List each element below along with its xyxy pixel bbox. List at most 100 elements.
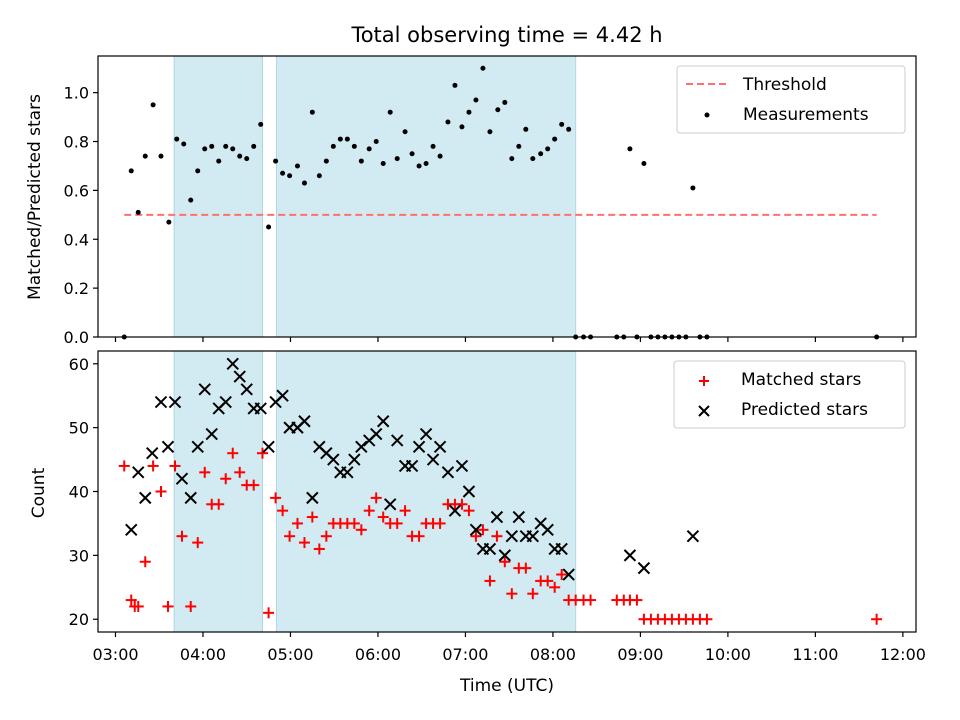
top-y-axis-label: Matched/Predicted stars [25, 94, 45, 300]
measurement-point-59 [545, 146, 551, 152]
predicted-point-52 [498, 549, 512, 562]
predicted-point-3-b [146, 446, 159, 460]
matched-point-24 [284, 530, 296, 542]
matched-point-48 [456, 498, 468, 510]
x-tick-label-3: 06:00 [355, 645, 401, 664]
matched-point-11 [192, 537, 204, 549]
predicted-point-0 [125, 523, 138, 537]
predicted-point-11 [205, 427, 218, 441]
measurement-point-29 [330, 143, 336, 149]
measurement-point-21 [273, 158, 279, 164]
matched-point-55 [506, 588, 518, 600]
x-tick-label-0: 03:00 [92, 645, 138, 664]
measurement-point-26 [309, 109, 315, 115]
bottom-legend: Matched stars Predicted stars [673, 360, 906, 429]
matched-point-19 [248, 479, 260, 491]
predicted-point-35 [376, 415, 390, 428]
matched-point-62 [556, 569, 568, 581]
predicted-point-64 [686, 529, 700, 543]
measurement-point-17 [244, 156, 250, 162]
measurement-point-38 [394, 156, 400, 162]
x-tick-label-9: 12:00 [880, 645, 926, 664]
predicted-point-4-b [154, 395, 168, 409]
measurement-point-19 [258, 121, 264, 127]
predicted-point-2 [139, 491, 152, 505]
predicted-point-1-b [132, 466, 145, 479]
matched-point-37 [377, 511, 389, 523]
top-panel: 0.0 0.2 0.4 0.6 0.8 1.0 [64, 55, 917, 347]
predicted-point-10 [198, 383, 211, 396]
measurement-point-70 [641, 161, 647, 167]
measurement-point-25 [301, 180, 307, 186]
predicted-point-40-b [412, 440, 426, 454]
measurement-point-33 [358, 158, 364, 164]
predicted-point-2-b [139, 491, 152, 505]
top-y-tick-label-3: 0.6 [64, 181, 89, 200]
top-y-tick-label-2: 0.4 [64, 230, 89, 249]
predicted-point-48-b [469, 523, 483, 537]
matched-point-16 [227, 447, 239, 459]
measurement-point-62 [566, 126, 572, 132]
measurement-point-4 [150, 102, 156, 108]
measurement-point-32 [351, 143, 357, 149]
measurement-point-15 [230, 146, 236, 152]
top-shaded-span-0 [173, 55, 263, 338]
measurement-point-50 [480, 65, 486, 71]
measurement-point-41 [416, 163, 422, 169]
predicted-point-15-b [233, 370, 246, 383]
predicted-point-39-b [405, 459, 419, 473]
matched-point-7 [162, 600, 174, 612]
predicted-point-34 [370, 427, 383, 441]
predicted-point-62 [623, 549, 637, 562]
predicted-point-7-b [175, 472, 189, 485]
measurement-point-44 [437, 153, 443, 159]
measurement-point-36 [380, 161, 386, 167]
predicted-point-15 [233, 370, 246, 383]
predicted-point-60-b [555, 542, 568, 556]
predicted-point-32-b [355, 440, 368, 454]
predicted-point-5-b [161, 440, 175, 454]
matched-point-6 [155, 486, 167, 497]
predicted-point-37-b [390, 434, 404, 447]
measurement-point-5 [158, 153, 164, 159]
bottom-shaded-span-1 [275, 350, 577, 633]
predicted-point-46-b [455, 459, 469, 473]
predicted-point-63-b [637, 561, 651, 575]
predicted-point-14-b [226, 357, 239, 370]
measurement-point-42 [423, 161, 429, 167]
predicted-point-53 [505, 529, 519, 543]
predicted-point-28-b [327, 453, 340, 466]
predicted-point-39 [405, 459, 419, 473]
matched-point-57 [520, 562, 532, 574]
predicted-point-47 [462, 485, 476, 498]
bottom-y-axis-label: Count [29, 467, 49, 518]
measurement-point-54 [509, 156, 515, 162]
predicted-point-19 [262, 440, 275, 454]
predicted-point-42-b [426, 453, 440, 466]
measurement-point-2 [135, 209, 141, 215]
matched-point-26 [298, 537, 310, 549]
measurement-point-45 [445, 119, 451, 125]
bottom-y-tick-label-3: 50 [69, 419, 89, 438]
measurement-point-23 [287, 173, 293, 179]
predicted-point-30 [341, 466, 354, 479]
predicted-point-31-b [348, 453, 361, 466]
bottom-legend-box [673, 360, 906, 429]
matched-point-9 [176, 530, 188, 542]
measurement-point-8 [181, 141, 187, 147]
matched-point-51 [477, 524, 489, 536]
measurement-point-48 [466, 109, 472, 115]
x-tick-label-2: 05:00 [267, 645, 313, 664]
matched-point-61 [549, 581, 561, 593]
predicted-point-21-b [276, 389, 289, 402]
x-tick-label-8: 11:00 [792, 645, 838, 664]
measurement-point-49 [473, 97, 479, 103]
matched-point-25 [291, 517, 303, 529]
matched-point-42 [413, 530, 425, 542]
matched-point-58 [527, 588, 539, 600]
predicted-point-60 [555, 542, 568, 556]
predicted-point-5 [161, 440, 175, 454]
predicted-point-34-b [370, 427, 383, 441]
matched-point-54 [499, 556, 511, 568]
predicted-point-6-b [168, 395, 182, 409]
